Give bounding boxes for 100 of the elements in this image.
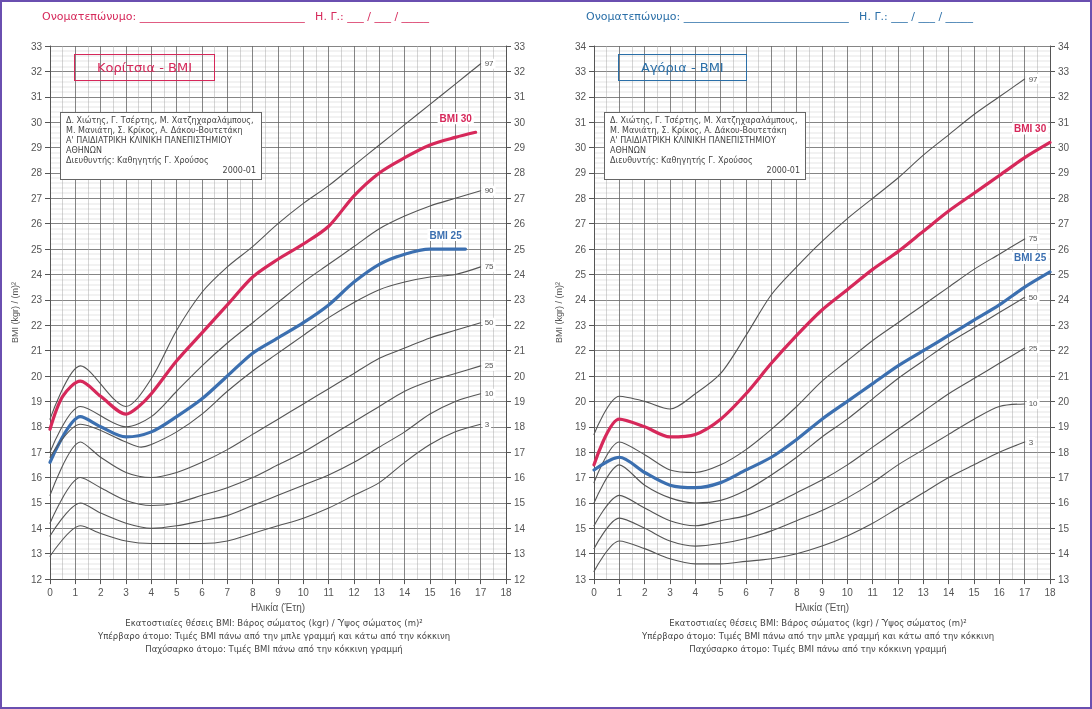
y2-tick-label: 27 [1058,218,1070,230]
annotation: Διευθυντής: Καθηγητής Γ. Χρούσος [610,156,754,166]
y-tick-label: 15 [30,497,43,509]
y2-tick-label: 17 [514,446,526,458]
y-tick-label: 22 [30,319,43,331]
y-tick-label: 20 [30,370,43,382]
x-tick-label: 2 [641,586,648,598]
y2-tick-label: 15 [1058,522,1070,534]
text: Ονοματεπώνυμο: ______________________________ Η. Γ.: ___ / ___ / _____ [585,9,975,25]
y2-tick-label: 24 [1058,294,1070,306]
y-tick-label: 17 [574,472,587,484]
y2-tick-label: 19 [1058,421,1070,433]
y2-tick-label: 19 [514,395,526,407]
y2-tick-label: 22 [1058,345,1070,357]
x-tick-label: 9 [275,586,282,598]
text: Υπέρβαρο άτομο: Τιμές BMI πάνω από την μπλε γραμμή και κάτω από την κόκκινη [640,630,996,643]
series-label: 50 [1028,292,1039,302]
series-label: 10 [1028,399,1039,409]
x-tick-label: 12 [348,586,360,598]
annotation: Α' ΠΑΙΔΙΑΤΡΙΚΗ ΚΛΙΝΙΚΗ ΠΑΝΕΠΙΣΤΗΜΙΟΥ ΑΘΗΝΩΝ [66,136,233,155]
series-label: BMI 30 [439,112,473,124]
y-tick-label: 22 [574,345,587,357]
x-tick-label: 1 [616,586,623,598]
y-tick-label: 21 [30,345,43,357]
y2-tick-label: 25 [514,243,526,255]
y2-tick-label: 17 [1058,472,1070,484]
y-tick-label: 17 [30,446,43,458]
text: Ονοματεπώνυμο: ______________________________ Η. Γ.: ___ / ___ / _____ [41,9,431,25]
y2-tick-label: 18 [514,421,526,433]
y-tick-label: 31 [30,91,43,103]
y-tick-label: 25 [30,243,43,255]
y-tick-label: 34 [574,40,587,52]
y2-tick-label: 21 [1058,370,1070,382]
y-tick-label: 12 [30,573,43,585]
annotation: Διευθυντής: Καθηγητής Γ. Χρούσος [66,156,210,166]
series-label: BMI 25 [1014,252,1047,264]
y2-tick-label: 23 [1058,319,1070,331]
y-tick-label: 20 [574,395,587,407]
y-tick-label: 33 [30,40,43,52]
annotation: 2000-01 [765,166,800,176]
y-tick-label: 29 [574,167,587,179]
x-tick-label: 12 [892,586,904,598]
series-label: 75 [1028,234,1039,244]
y2-tick-label: 21 [514,345,526,357]
text: Παχύσαρκο άτομο: Τιμές BMI πάνω από την κόκκινη γραμμή [688,643,948,656]
series-label: 90 [484,186,495,196]
annotation: Δ. Χιώτης, Γ. Τσέρτης, Μ. Χατζηχαραλάμπους, Μ. Μανιάτη, Σ. Κρίκος, Α. Δάκου-Βουτετάκη [66,116,255,136]
x-tick-label: 9 [819,586,826,598]
y2-tick-label: 15 [514,497,526,509]
x-tick-label: 8 [249,586,256,598]
y2-tick-label: 12 [514,573,526,585]
y-tick-label: 27 [30,192,43,204]
y-axis-title: BMI (kgr) / (m)² [10,282,21,344]
y-tick-label: 19 [574,421,587,433]
x-axis-title: Ηλικία (Έτη) [794,601,850,613]
y-tick-label: 18 [574,446,587,458]
y-tick-label: 13 [574,573,587,585]
y-tick-label: 33 [574,65,587,77]
x-tick-label: 17 [475,586,487,598]
y-tick-label: 28 [30,167,43,179]
y2-tick-label: 14 [514,522,526,534]
y2-tick-label: 16 [514,472,526,484]
series-label: 97 [484,59,495,69]
y-tick-label: 30 [30,116,43,128]
y-tick-label: 25 [574,268,587,280]
y-tick-label: 16 [30,472,43,484]
x-tick-label: 4 [148,586,155,598]
x-tick-label: 7 [224,586,231,598]
y2-tick-label: 33 [1058,65,1070,77]
x-tick-label: 2 [97,586,104,598]
x-tick-label: 17 [1019,586,1031,598]
y-tick-label: 24 [574,294,587,306]
x-tick-label: 11 [323,586,335,598]
x-tick-label: 3 [123,586,130,598]
y-tick-label: 16 [574,497,587,509]
y2-tick-label: 22 [514,319,526,331]
series-label: 10 [484,389,495,399]
x-tick-label: 6 [199,586,206,598]
x-tick-label: 18 [1044,586,1056,598]
x-tick-label: 4 [692,586,699,598]
y-tick-label: 23 [30,294,43,306]
y-tick-label: 14 [574,548,587,560]
y-tick-label: 21 [574,370,587,382]
y-tick-label: 27 [574,218,587,230]
x-tick-label: 16 [993,586,1006,598]
x-axis-title: Ηλικία (Έτη) [250,601,306,613]
y2-tick-label: 32 [514,65,526,77]
y-tick-label: 19 [30,395,43,407]
y2-tick-label: 29 [514,142,526,154]
y2-tick-label: 32 [1058,91,1070,103]
y2-tick-label: 18 [1058,446,1070,458]
x-tick-label: 10 [297,586,310,598]
y-tick-label: 15 [574,522,587,534]
y2-tick-label: 23 [514,294,526,306]
x-tick-label: 13 [373,586,386,598]
x-tick-label: 6 [743,586,750,598]
annotation: Α' ΠΑΙΔΙΑΤΡΙΚΗ ΚΛΙΝΙΚΗ ΠΑΝΕΠΙΣΤΗΜΙΟΥ ΑΘΗΝΩΝ [610,136,777,155]
y-tick-label: 13 [30,548,43,560]
y-tick-label: 32 [574,91,587,103]
text: Παχύσαρκο άτομο: Τιμές BMI πάνω από την κόκκινη γραμμή [144,643,404,656]
